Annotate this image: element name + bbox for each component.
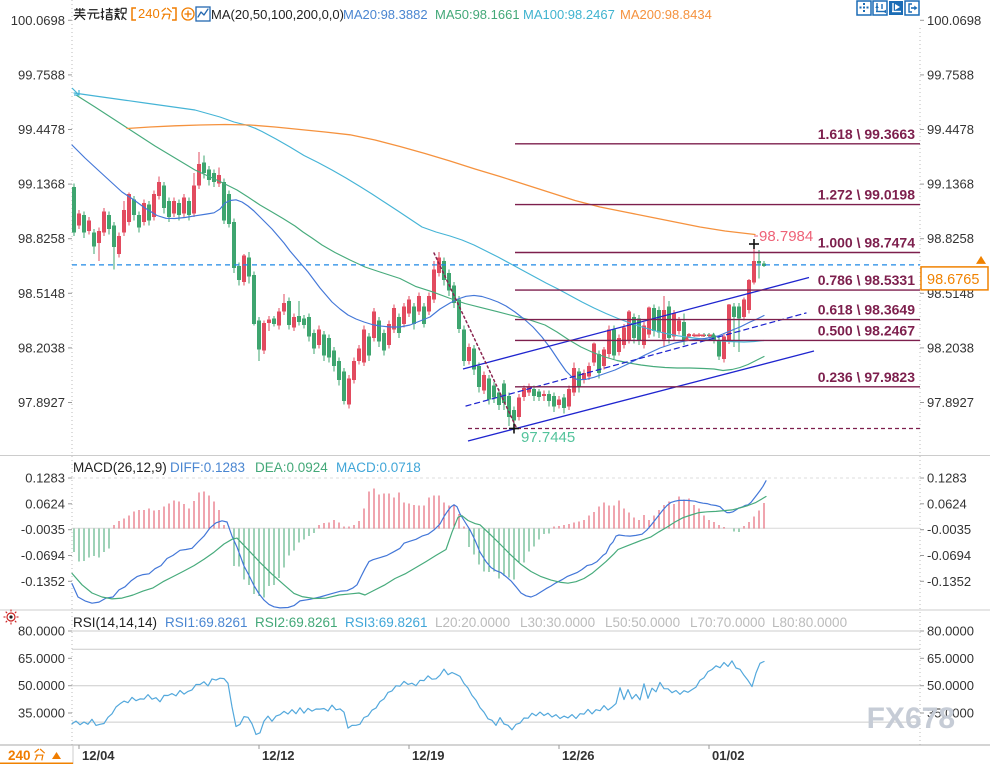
svg-text:MA(20,50,100,200,0,0): MA(20,50,100,200,0,0) (211, 7, 344, 22)
svg-text:98.7984: 98.7984 (759, 228, 813, 245)
svg-text:L80:80.0000: L80:80.0000 (772, 615, 847, 630)
svg-text:MACD(26,12,9): MACD(26,12,9) (73, 460, 167, 475)
svg-text:DIFF:0.1283: DIFF:0.1283 (170, 460, 245, 475)
svg-text:MA20:98.3882: MA20:98.3882 (343, 7, 428, 22)
svg-text:0.618 \ 98.3649: 0.618 \ 98.3649 (818, 302, 916, 318)
svg-text:12/26: 12/26 (562, 748, 595, 763)
svg-text:-0.0694: -0.0694 (21, 548, 65, 563)
svg-text:01/02: 01/02 (712, 748, 745, 763)
svg-text:97.7445: 97.7445 (521, 429, 575, 446)
svg-text:0.1283: 0.1283 (927, 471, 967, 486)
svg-text:99.4478: 99.4478 (927, 122, 974, 137)
svg-text:240: 240 (138, 6, 160, 21)
svg-text:12/04: 12/04 (82, 748, 115, 763)
svg-text:DEA:0.0924: DEA:0.0924 (255, 460, 328, 475)
svg-text:240: 240 (8, 748, 31, 763)
svg-text:12/19: 12/19 (412, 748, 445, 763)
svg-text:98.8258: 98.8258 (927, 231, 974, 246)
svg-text:80.0000: 80.0000 (927, 624, 974, 639)
svg-text:1.618 \ 99.3663: 1.618 \ 99.3663 (818, 126, 916, 142)
svg-text:12/12: 12/12 (262, 748, 295, 763)
svg-text:50.0000: 50.0000 (18, 678, 65, 693)
svg-text:-0.1352: -0.1352 (927, 574, 971, 589)
svg-text:L70:70.0000: L70:70.0000 (690, 615, 765, 630)
svg-text:100.0698: 100.0698 (927, 13, 981, 28)
svg-text:FX678: FX678 (867, 702, 955, 735)
svg-text:1.000 \ 98.7474: 1.000 \ 98.7474 (818, 235, 916, 251)
svg-text:1.272 \ 99.0198: 1.272 \ 99.0198 (818, 187, 916, 203)
svg-text:50.0000: 50.0000 (927, 678, 974, 693)
svg-text:RSI3:69.8261: RSI3:69.8261 (345, 615, 428, 630)
svg-text:-0.0035: -0.0035 (21, 522, 65, 537)
svg-text:0.236 \ 97.9823: 0.236 \ 97.9823 (818, 369, 916, 385)
svg-text:L20:20.0000: L20:20.0000 (435, 615, 510, 630)
svg-text:RSI1:69.8261: RSI1:69.8261 (165, 615, 248, 630)
svg-text:99.1368: 99.1368 (927, 177, 974, 192)
svg-text:-0.1352: -0.1352 (21, 574, 65, 589)
svg-text:35.0000: 35.0000 (927, 706, 974, 721)
svg-text:MA50:98.1661: MA50:98.1661 (435, 7, 520, 22)
svg-text:65.0000: 65.0000 (927, 651, 974, 666)
svg-text:-0.0035: -0.0035 (927, 522, 971, 537)
svg-text:100.0698: 100.0698 (11, 13, 65, 28)
svg-text:0.0624: 0.0624 (927, 496, 967, 511)
svg-text:MACD:0.0718: MACD:0.0718 (336, 460, 421, 475)
svg-text:RSI2:69.8261: RSI2:69.8261 (255, 615, 338, 630)
svg-text:99.7588: 99.7588 (927, 67, 974, 82)
svg-text:99.7588: 99.7588 (18, 67, 65, 82)
svg-text:0.0624: 0.0624 (25, 496, 65, 511)
svg-text:0.1283: 0.1283 (25, 471, 65, 486)
svg-text:-0.0694: -0.0694 (927, 548, 971, 563)
svg-text:97.8927: 97.8927 (927, 395, 974, 410)
svg-text:0.786 \ 98.5331: 0.786 \ 98.5331 (818, 272, 916, 288)
svg-text:98.8258: 98.8258 (18, 231, 65, 246)
svg-text:L30:30.0000: L30:30.0000 (520, 615, 595, 630)
svg-text:0.500 \ 98.2467: 0.500 \ 98.2467 (818, 322, 916, 338)
svg-text:98.6765: 98.6765 (927, 272, 979, 288)
svg-text:65.0000: 65.0000 (18, 651, 65, 666)
svg-text:99.1368: 99.1368 (18, 177, 65, 192)
svg-text:98.2038: 98.2038 (927, 340, 974, 355)
svg-text:MA100:98.2467: MA100:98.2467 (523, 7, 615, 22)
svg-text:98.5148: 98.5148 (18, 286, 65, 301)
svg-text:98.2038: 98.2038 (18, 340, 65, 355)
svg-text:80.0000: 80.0000 (18, 624, 65, 639)
svg-text:L50:50.0000: L50:50.0000 (605, 615, 680, 630)
svg-text:97.8927: 97.8927 (18, 395, 65, 410)
svg-text:35.0000: 35.0000 (18, 706, 65, 721)
svg-text:RSI(14,14,14): RSI(14,14,14) (73, 615, 157, 630)
svg-text:99.4478: 99.4478 (18, 122, 65, 137)
svg-text:MA200:98.8434: MA200:98.8434 (620, 7, 712, 22)
